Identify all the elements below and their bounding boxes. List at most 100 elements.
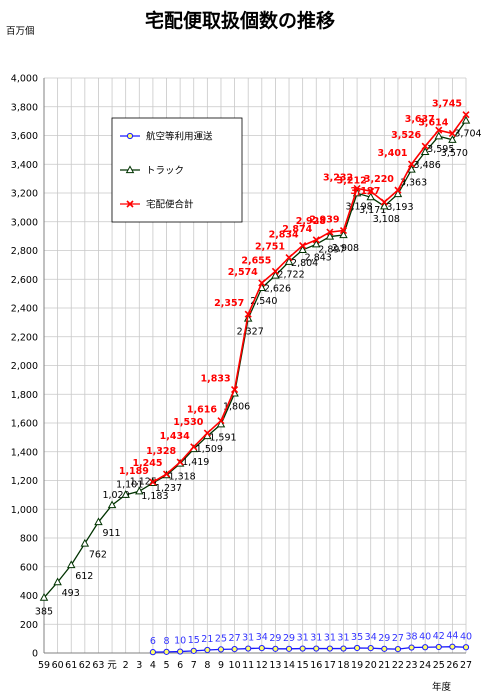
data-point: [435, 126, 443, 134]
data-label: 493: [62, 588, 80, 599]
y-tick-label: 200: [20, 620, 38, 631]
data-label: 40: [460, 631, 472, 642]
x-tick-label: 5: [163, 660, 169, 671]
data-point: [381, 645, 388, 652]
data-label: 2,327: [237, 326, 264, 337]
grid: [43, 77, 467, 654]
x-tick-label: 26: [446, 660, 458, 671]
data-label: 3,486: [414, 160, 441, 171]
data-label: 2,804: [291, 258, 318, 269]
x-marker-stroke: [421, 142, 429, 150]
series-line: [152, 646, 467, 653]
x-marker-stroke: [407, 160, 416, 168]
data-label: 8: [163, 636, 169, 647]
data-label: 1,318: [169, 472, 196, 483]
data-point: [231, 385, 239, 394]
data-point: [325, 231, 335, 240]
y-tick-label: 2,800: [11, 246, 38, 257]
x-tick-label: 60: [52, 660, 64, 671]
data-point: [326, 228, 334, 236]
data-point: [462, 644, 470, 651]
data-point: [176, 458, 184, 466]
data-point: [39, 593, 49, 601]
data-label: 34: [256, 632, 268, 643]
data-point: [285, 645, 293, 652]
x-marker-stroke: [285, 253, 293, 262]
data-point: [326, 645, 333, 652]
data-label: 3,614: [418, 117, 448, 128]
data-point: [149, 478, 157, 486]
data-label: 25: [215, 633, 227, 644]
data-point: [107, 500, 117, 509]
x-marker-stroke: [462, 111, 470, 119]
y-tick-label: 800: [20, 534, 38, 545]
y-tick-label: 3,000: [11, 217, 38, 228]
data-label: 2,939: [309, 215, 339, 226]
data-label: 38: [406, 632, 418, 643]
x-tick-label: 25: [433, 660, 445, 671]
x-marker-stroke: [380, 198, 388, 206]
y-tick-label: 1,000: [11, 505, 38, 516]
x-tick-label: 23: [406, 660, 418, 671]
data-label: 3,212: [337, 175, 367, 186]
data-point: [313, 645, 320, 652]
data-label: 3,198: [345, 201, 372, 212]
data-label: 1,833: [201, 374, 231, 385]
data-label: 29: [378, 633, 390, 644]
data-label: 31: [242, 633, 254, 644]
data-point: [462, 111, 470, 119]
data-point: [367, 645, 374, 652]
data-label: 1,530: [173, 417, 203, 428]
x-tick-label: 62: [79, 660, 91, 671]
series-air-transport: 6 8 10 15 21 25 27 31 34 29 29 31 31 31 31 35 34 29 27 38 40…: [149, 631, 472, 656]
data-label: 3,363: [400, 178, 427, 189]
data-label: 3,526: [391, 130, 421, 141]
data-label: 6: [150, 636, 156, 647]
data-point: [231, 646, 238, 653]
series-line: [43, 120, 467, 599]
y-tick-label: 2,000: [11, 361, 38, 372]
data-label: 29: [269, 633, 281, 644]
data-point: [380, 201, 389, 210]
data-label: 2,722: [277, 270, 304, 281]
data-point: [53, 577, 62, 586]
legend-swatch-marker: [126, 200, 134, 208]
data-point: [299, 242, 307, 250]
x-marker-stroke: [299, 242, 307, 250]
x-tick-label: 22: [392, 660, 404, 671]
legend-swatch-marker: [126, 132, 134, 140]
x-marker-stroke: [203, 429, 211, 437]
data-label: 3,570: [441, 148, 468, 159]
x-tick-label: 9: [218, 660, 224, 671]
data-label: 1,328: [146, 446, 176, 457]
data-point: [217, 646, 225, 653]
data-point: [394, 186, 402, 194]
x-tick-label: 61: [65, 660, 77, 671]
x-tick-label: 63: [92, 660, 104, 671]
data-label: 1,029: [102, 490, 129, 501]
data-point: [204, 646, 211, 654]
data-label: 1,101: [116, 480, 143, 491]
data-point: [394, 646, 402, 653]
x-marker-stroke: [448, 129, 456, 138]
data-point: [422, 644, 429, 651]
data-point: [66, 560, 76, 569]
x-tick-label: 2: [123, 660, 129, 671]
data-point: [299, 645, 306, 652]
data-point: [177, 648, 184, 655]
data-label: 1,806: [223, 401, 250, 412]
legend-item: トラック: [120, 165, 184, 177]
x-tick-label: 15: [297, 660, 309, 671]
x-marker-stroke: [353, 184, 361, 192]
y-tick-label: 3,600: [11, 131, 38, 142]
data-label: 2,357: [214, 298, 244, 309]
x-marker-stroke: [258, 279, 266, 287]
axes: [43, 78, 466, 654]
data-point: [149, 649, 157, 656]
data-point: [461, 115, 471, 124]
x-tick-label: 21: [378, 660, 390, 671]
legend-item: 航空等利用運送: [120, 131, 213, 143]
data-point: [121, 490, 130, 498]
